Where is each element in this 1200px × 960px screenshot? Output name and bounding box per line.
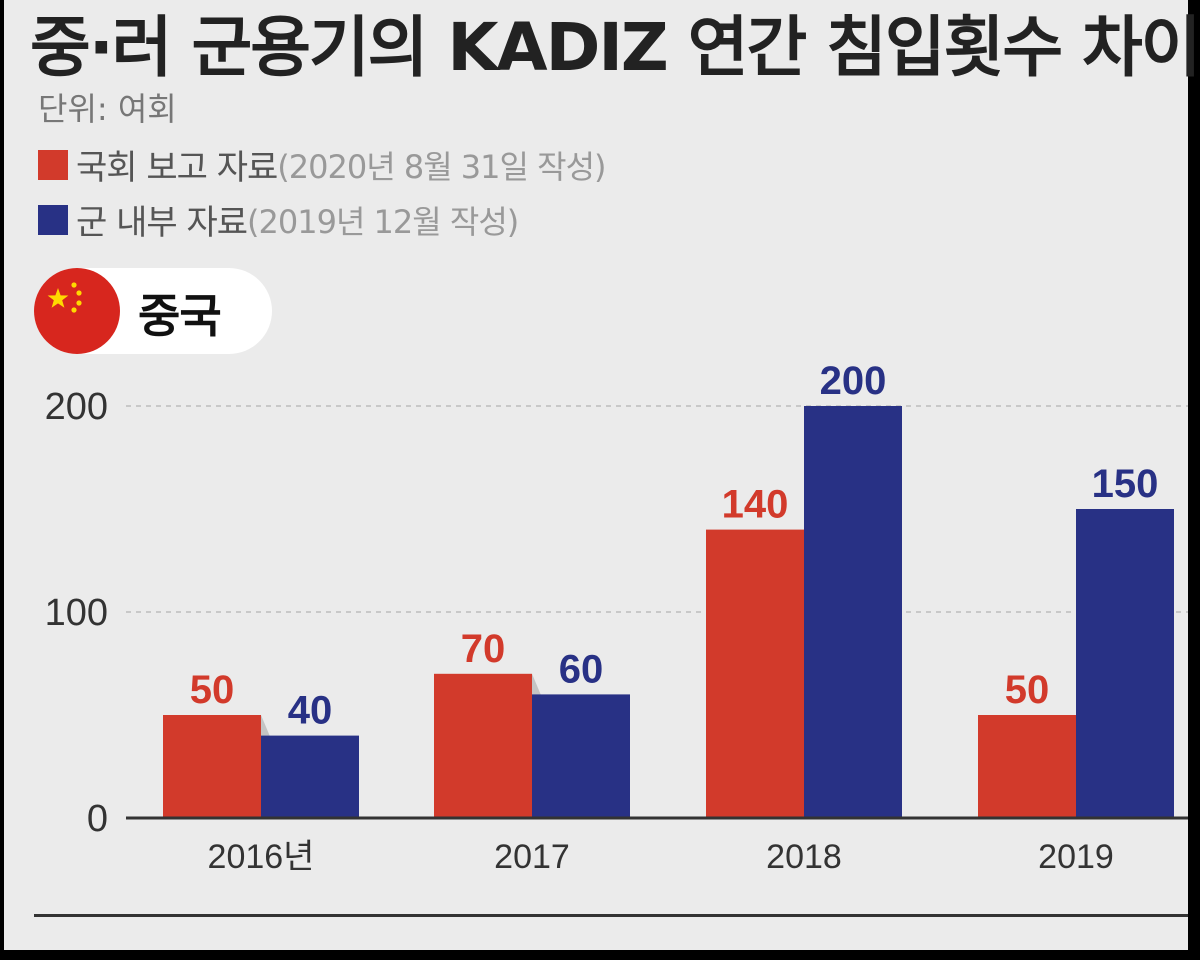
legend-swatch-red xyxy=(38,149,68,180)
bar xyxy=(434,673,532,818)
bar xyxy=(163,715,261,818)
x-tick-label: 2018 xyxy=(766,838,842,876)
x-tick-label: 2019 xyxy=(1038,838,1114,876)
data-label: 40 xyxy=(288,689,333,733)
y-tick-label: 200 xyxy=(45,386,108,428)
china-flag-icon xyxy=(34,268,120,354)
y-tick-label: 100 xyxy=(45,592,108,634)
country-label: 중국 xyxy=(138,289,222,343)
y-tick-label: 0 xyxy=(87,798,108,840)
legend-item-parliament: 국회 보고 자료 (2020년 8월 31일 작성) xyxy=(38,140,607,189)
unit-label: 단위: 여회 xyxy=(38,90,177,128)
legend-note: (2019년 12월 작성) xyxy=(247,202,519,241)
bar xyxy=(706,529,804,818)
legend-swatch-blue xyxy=(38,204,68,235)
x-tick-label: 2017 xyxy=(494,838,570,876)
bar xyxy=(1076,509,1174,818)
bar-chart: 0 100 200 50 40 2016년 70 60 2017 140 200 2018 50 150 2… xyxy=(45,360,1188,876)
legend-item-military: 군 내부 자료 (2019년 12월 작성) xyxy=(38,195,519,244)
data-label: 140 xyxy=(722,483,789,527)
bar xyxy=(532,694,630,818)
bottom-divider xyxy=(34,914,1188,917)
frame-border-bottom xyxy=(0,950,1200,960)
bar xyxy=(261,735,359,818)
data-label: 70 xyxy=(461,627,506,671)
legend-label: 군 내부 자료 xyxy=(76,203,248,243)
data-label: 50 xyxy=(1005,668,1050,712)
data-label: 150 xyxy=(1092,462,1159,506)
bar xyxy=(804,406,902,818)
data-label: 200 xyxy=(820,360,887,403)
x-tick-label: 2016년 xyxy=(208,838,315,876)
data-label: 50 xyxy=(190,668,235,712)
legend-label: 국회 보고 자료 xyxy=(76,148,278,188)
frame-border-left xyxy=(0,0,4,960)
bar xyxy=(978,715,1076,818)
chart-title: 중·러 군용기의 KADIZ 연간 침입횟수 차이 xyxy=(30,9,1200,86)
country-badge: 중국 xyxy=(34,268,272,354)
legend-note: (2020년 8월 31일 작성) xyxy=(277,147,606,186)
frame-border-right xyxy=(1188,0,1200,960)
data-label: 60 xyxy=(559,647,604,691)
